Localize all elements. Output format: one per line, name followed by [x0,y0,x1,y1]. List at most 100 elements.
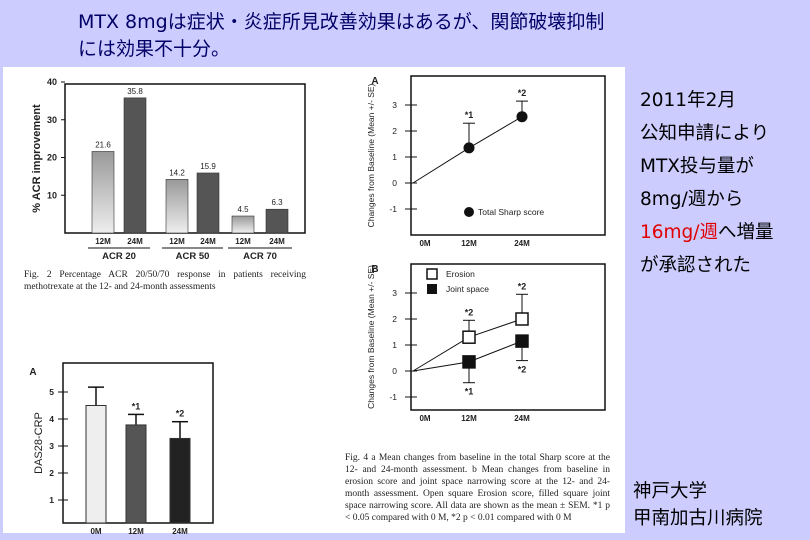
x-tick-label: 12M [128,527,144,536]
fig4-caption: Fig. 4 a Mean changes from baseline in t… [345,453,610,523]
significance-mark: *2 [518,365,527,375]
bar-value-label: 14.2 [169,168,185,177]
x-tick-label: 0M [419,414,430,423]
group-label: ACR 20 [102,251,136,262]
y-axis-label: DAS28-CRP [33,412,45,474]
y-tick-label: 1 [49,495,54,505]
x-tick-label: 24M [127,237,143,246]
legend-marker [464,207,474,217]
bar-value-label: 35.8 [127,87,143,96]
side-note-text: へ増量 [718,222,774,243]
x-tick-label: 0M [419,239,430,248]
group-label: ACR 70 [243,251,277,262]
x-tick-label: 0M [90,527,101,536]
x-tick-label: 24M [172,527,188,536]
x-tick-label: 24M [200,237,216,246]
bar-value-label: 6.3 [271,198,283,207]
side-note-line: 2011年2月 [640,90,736,111]
bar-value-label: 4.5 [237,205,249,214]
side-note-line: 16mg/週へ増量 [640,216,774,249]
significance-mark: *2 [465,307,474,317]
data-point [515,334,529,348]
panel-label: A [371,76,378,87]
legend-marker-joint-space [427,284,437,294]
y-tick-label: 3 [392,288,397,298]
y-tick-label: 2 [49,468,54,478]
erosion-plot-frame [410,263,606,411]
bar-value-label: 15.9 [200,162,216,171]
y-tick-label: 10 [47,190,57,200]
y-axis-label: % ACR improvement [31,104,43,213]
title-line-1: MTX 8mgは症状・炎症所見改善効果はあるが、関節破壊抑制 [78,11,605,33]
y-tick-label: 20 [47,153,57,163]
bar-24m [169,437,191,524]
affiliation-line: 神戸大学 [633,481,708,502]
figure-panel [3,67,625,533]
x-tick-label: 24M [514,414,530,423]
data-point [462,330,476,344]
slide-title: MTX 8mgは症状・炎症所見改善効果はあるが、関節破壊抑制 には効果不十分。 [78,9,604,63]
sharp-plot-frame [410,75,606,236]
data-point [462,355,476,369]
bar-12m [125,424,147,524]
x-tick-label: 12M [461,239,477,248]
side-note: 2011年2月 公知申請により MTX投与量が 8mg/週から 16mg/週へ増… [640,84,774,282]
x-tick-label: 24M [514,239,530,248]
significance-mark: *1 [132,401,141,411]
y-tick-label: 2 [392,126,397,136]
y-axis-label: Changes from Baseline (Mean +/- SE) [366,265,376,409]
side-note-line: 8mg/週から [640,189,744,210]
significance-mark: *2 [176,409,185,419]
x-tick-label: 12M [169,237,185,246]
y-tick-label: 1 [392,152,397,162]
legend-label: Erosion [446,269,475,279]
data-point [515,312,529,326]
x-tick-label: 12M [235,237,251,246]
legend-marker-erosion [426,268,438,280]
x-tick-label: 12M [461,414,477,423]
bar-acr50-24m [196,172,220,234]
group-label: ACR 50 [176,251,210,262]
significance-mark: *1 [465,387,474,397]
y-tick-label: 0 [392,366,397,376]
title-line-2: には効果不十分。 [78,38,231,60]
affiliation-line: 甲南加古川病院 [633,508,763,529]
bar-acr20-24m [123,97,147,234]
bar-acr20-12m [91,151,115,234]
fig2-caption: Fig. 2 Percentage ACR 20/50/70 response … [24,270,306,292]
data-point [463,142,475,154]
y-tick-label: 1 [392,340,397,350]
legend-label: Joint space [446,284,489,294]
bar-value-label: 21.6 [95,140,111,149]
bar-acr70-12m [231,215,255,234]
y-tick-label: 40 [47,77,57,87]
dose-highlight: 16mg/週 [640,222,719,243]
x-tick-label: 12M [95,237,111,246]
side-note-line: が承認された [640,255,752,276]
significance-mark: *2 [518,281,527,291]
y-tick-label: 5 [49,387,54,397]
significance-mark: *1 [465,110,474,120]
y-tick-label: 2 [392,314,397,324]
affiliation: 神戸大学 甲南加古川病院 [633,478,763,532]
bar-0m [85,405,107,524]
significance-mark: *2 [518,88,527,98]
panel-label: A [29,367,36,378]
legend-label: Total Sharp score [478,207,544,217]
y-tick-label: 3 [49,441,54,451]
data-point [516,111,528,123]
y-tick-label: -1 [389,204,397,214]
y-tick-label: 30 [47,115,57,125]
bar-acr70-24m [265,208,289,234]
x-tick-label: 24M [269,237,285,246]
panel-label: B [371,264,378,275]
y-tick-label: 0 [392,178,397,188]
bar-acr50-12m [165,179,189,234]
y-tick-label: 3 [392,100,397,110]
y-tick-label: -1 [389,392,397,402]
side-note-line: 公知申請により [640,123,770,144]
y-axis-label: Changes from Baseline (Mean +/- SE) [366,83,376,227]
side-note-line: MTX投与量が [640,156,754,177]
y-tick-label: 4 [49,414,54,424]
